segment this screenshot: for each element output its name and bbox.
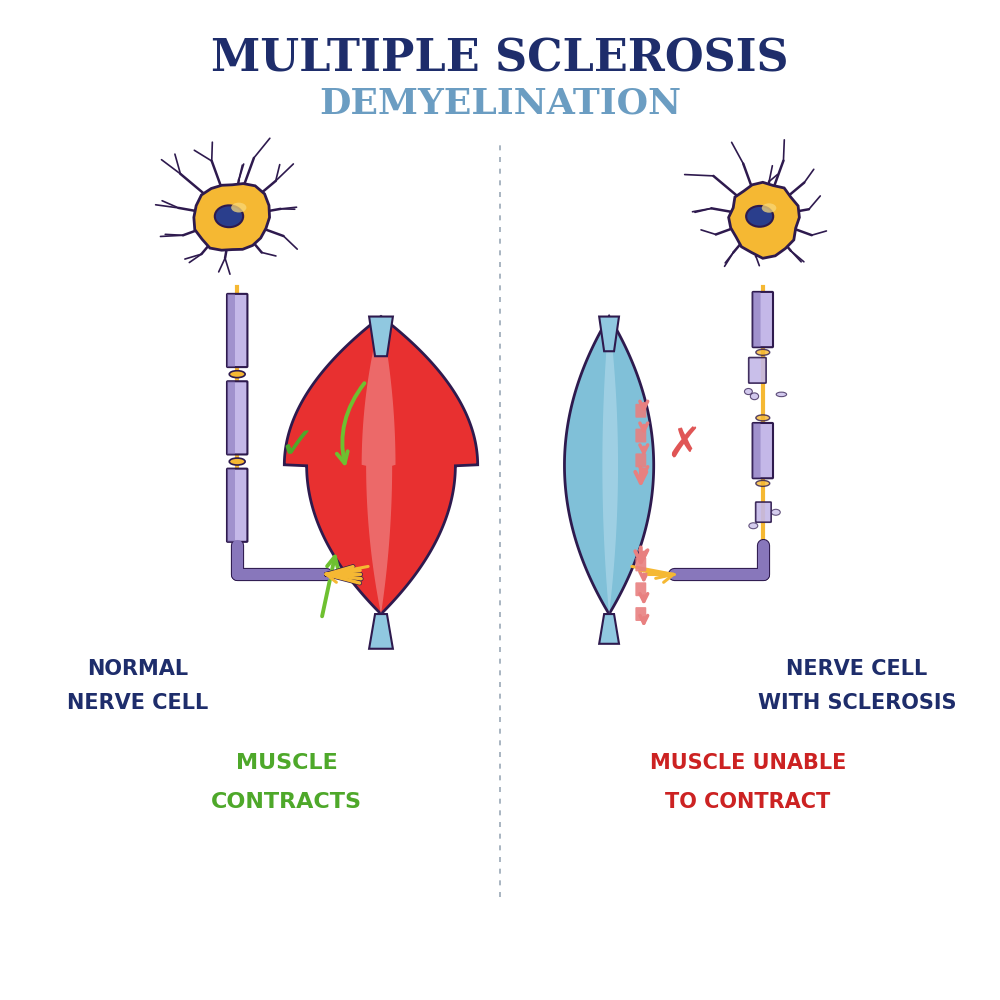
Ellipse shape (749, 523, 758, 529)
Text: TO CONTRACT: TO CONTRACT (665, 792, 831, 812)
Text: WITH SCLEROSIS: WITH SCLEROSIS (758, 693, 956, 713)
FancyBboxPatch shape (753, 423, 773, 478)
Ellipse shape (229, 371, 245, 378)
Ellipse shape (756, 415, 770, 421)
FancyBboxPatch shape (635, 404, 646, 418)
Polygon shape (369, 614, 393, 649)
FancyBboxPatch shape (749, 358, 766, 383)
FancyBboxPatch shape (227, 294, 247, 367)
FancyBboxPatch shape (227, 469, 247, 542)
FancyBboxPatch shape (756, 502, 771, 522)
Text: NORMAL: NORMAL (87, 659, 189, 679)
Ellipse shape (756, 480, 770, 486)
Ellipse shape (756, 349, 770, 355)
Ellipse shape (746, 206, 773, 227)
Polygon shape (729, 182, 799, 258)
Ellipse shape (229, 458, 245, 465)
Polygon shape (362, 317, 396, 614)
FancyBboxPatch shape (635, 582, 646, 596)
FancyBboxPatch shape (227, 381, 247, 454)
Polygon shape (599, 317, 619, 351)
FancyBboxPatch shape (753, 423, 761, 478)
Text: ✓: ✓ (278, 424, 315, 467)
Polygon shape (599, 614, 619, 644)
Text: DEMYELINATION: DEMYELINATION (319, 86, 681, 120)
FancyBboxPatch shape (753, 292, 773, 347)
Polygon shape (564, 317, 654, 614)
FancyBboxPatch shape (227, 469, 235, 542)
Ellipse shape (750, 393, 759, 400)
Text: NERVE CELL: NERVE CELL (786, 659, 928, 679)
FancyBboxPatch shape (635, 453, 646, 467)
FancyBboxPatch shape (635, 429, 646, 442)
Ellipse shape (231, 203, 246, 212)
Ellipse shape (762, 203, 776, 213)
Text: MULTIPLE SCLEROSIS: MULTIPLE SCLEROSIS (211, 37, 789, 80)
Text: MUSCLE UNABLE: MUSCLE UNABLE (650, 753, 846, 773)
FancyBboxPatch shape (635, 558, 646, 571)
Text: NERVE CELL: NERVE CELL (67, 693, 209, 713)
FancyBboxPatch shape (635, 607, 646, 621)
FancyBboxPatch shape (227, 381, 235, 454)
Ellipse shape (215, 205, 243, 227)
Polygon shape (602, 317, 618, 614)
Text: MUSCLE: MUSCLE (236, 753, 338, 773)
Ellipse shape (771, 509, 780, 515)
Polygon shape (284, 317, 478, 614)
Ellipse shape (744, 388, 752, 395)
Polygon shape (369, 317, 393, 356)
Text: CONTRACTS: CONTRACTS (211, 792, 362, 812)
Text: ✗: ✗ (666, 424, 701, 466)
Polygon shape (194, 184, 270, 250)
FancyBboxPatch shape (753, 292, 761, 347)
FancyBboxPatch shape (227, 294, 235, 367)
Ellipse shape (776, 392, 787, 397)
